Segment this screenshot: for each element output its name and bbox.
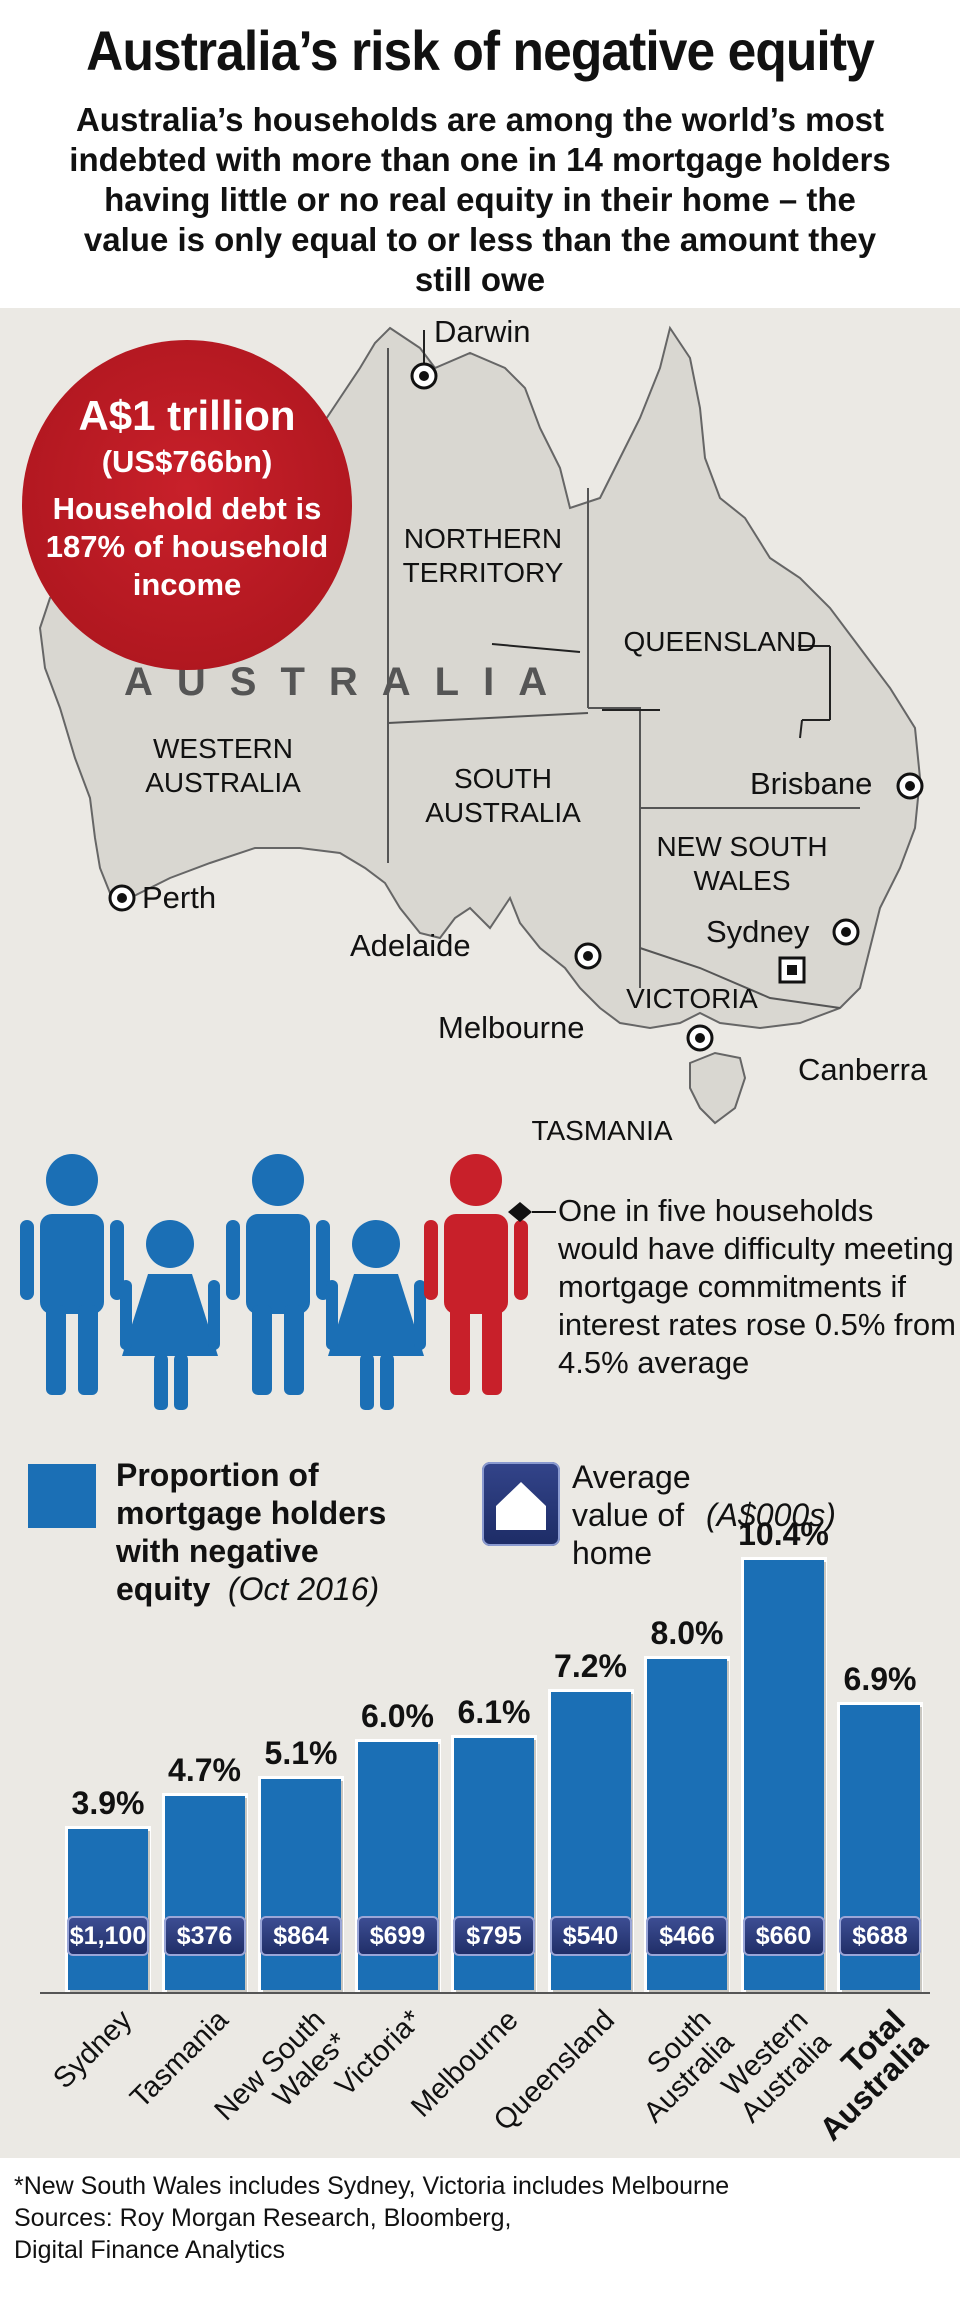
bar-value-label: 6.1% [457,1693,531,1730]
city-darwin: Darwin [434,314,531,349]
bar-value-label: 7.2% [554,1648,627,1685]
region-northern-territory: NORTHERN TERRITORY [402,523,564,588]
bar-value-label: 6.9% [843,1660,917,1697]
region-south-australia: SOUTH AUSTRALIA [425,763,581,828]
region-victoria: VICTORIA [626,983,758,1014]
households-callout: One in five households would have diffic… [558,1193,956,1380]
region-western-australia: WESTERN AUSTRALIA [145,733,301,798]
region-queensland: QUEENSLAND [623,626,817,657]
woman-icon [326,1220,426,1410]
legend-home: Average value of home (A$000s) [572,1458,836,1572]
debt-amount-usd: (US$766bn) [101,444,273,479]
home-value-badge: $1,100 [67,1916,149,1956]
city-canberra: Canberra [798,1052,928,1087]
region-new-south-wales: NEW SOUTH WALES [656,831,828,896]
home-value-badge: $660 [742,1916,825,1956]
legend-bar-swatch [28,1464,96,1528]
home-value-badge: $795 [453,1916,535,1956]
home-value-badge: $699 [356,1916,439,1956]
bar-2 [261,1779,341,1990]
nsw-vic-border [639,947,841,1009]
city-adelaide: Adelaide [350,928,471,963]
legend-home-label: Average value of home [572,1459,691,1571]
legend-bars-period: (Oct 2016) [228,1571,380,1607]
woman-icon [120,1220,220,1410]
footnote-note: *New South Wales includes Sydney, Victor… [14,2172,730,2200]
bar-value-label: 6.0% [361,1697,434,1734]
debt-description: Household debt is 187% of household inco… [45,491,329,602]
home-value-badge: $540 [549,1916,632,1956]
bar-value-label: 4.7% [168,1751,241,1788]
region-tasmania: TASMANIA [531,1115,673,1146]
debt-amount: A$1 trillion [78,392,296,439]
sydney-marker [832,918,860,946]
bar-value-label: 8.0% [650,1615,724,1652]
home-value-badge: $376 [163,1916,246,1956]
man-icon-highlighted [424,1154,528,1395]
city-perth: Perth [142,880,217,915]
bar-value-label: 3.9% [71,1784,145,1821]
footnote: *New South Wales includes Sydney, Victor… [14,2170,944,2266]
page-subtitle: Australia’s households are among the wor… [69,101,891,298]
page-title: Australia’s risk of negative equity [86,19,875,82]
footnote-sources-cont: Digital Finance Analytics [14,2236,285,2264]
x-axis-line [40,1992,930,1994]
man-icon [226,1154,330,1395]
legend-bars-label: Proportion of mortgage holders with nega… [116,1457,387,1607]
city-brisbane: Brisbane [750,766,873,801]
footnote-sources: Sources: Roy Morgan Research, Bloomberg, [14,2204,512,2232]
household-debt-badge: A$1 trillion (US$766bn) Household debt i… [22,340,352,670]
darwin-marker [410,362,438,390]
city-melbourne: Melbourne [438,1010,585,1045]
home-value-badge: $688 [839,1916,921,1956]
bar-0 [68,1828,148,1990]
house-icon-glyph [496,1482,546,1530]
households-illustration [20,1154,556,1410]
tasmania-shape [689,1051,747,1125]
melbourne-marker [686,1024,714,1052]
nt-sa-border [387,712,589,724]
brisbane-marker [896,772,924,800]
legend-bars: Proportion of mortgage holders with nega… [116,1456,406,1608]
bar-value-label: 5.1% [264,1735,338,1772]
man-icon [20,1154,124,1395]
home-value-badge: $466 [646,1916,728,1956]
home-value-badge: $864 [260,1916,342,1956]
legend-home-unit: (A$000s) [706,1497,836,1533]
canberra-marker [778,956,806,984]
city-sydney: Sydney [706,914,810,949]
bar-value-label: 10.4% [738,1516,829,1552]
sa-qld-border [588,707,860,809]
callout-pointer [508,1202,532,1222]
perth-marker [108,884,136,912]
adelaide-marker [574,942,602,970]
house-icon [482,1462,560,1546]
bar-1 [164,1795,245,1990]
